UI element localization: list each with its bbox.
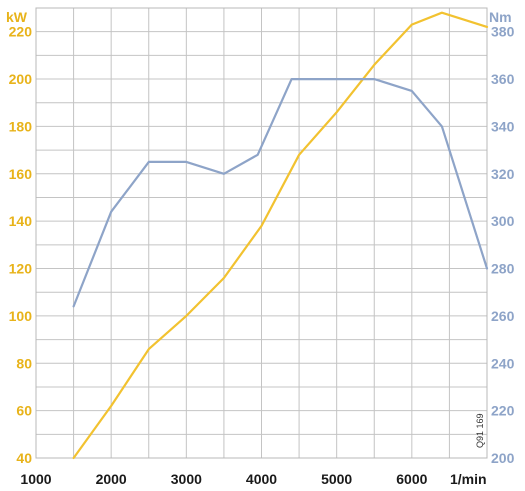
x-axis-label: 1/min [450, 471, 487, 487]
y-left-tick-label: 160 [9, 166, 33, 182]
y-right-tick-label: 280 [491, 261, 515, 277]
figure-code: Q91 169 [475, 413, 485, 448]
x-tick-label: 2000 [96, 471, 127, 487]
y-right-tick-label: 240 [491, 355, 515, 371]
y-axis-right-label: Nm [489, 9, 512, 25]
x-tick-label: 4000 [246, 471, 277, 487]
torque-line [72, 77, 489, 308]
y-left-tick-label: 100 [9, 308, 33, 324]
y-right-tick-label: 320 [491, 166, 515, 182]
y-right-tick-label: 220 [491, 403, 515, 419]
grid [36, 8, 487, 458]
x-tick-label: 5000 [321, 471, 352, 487]
y-axis-right-ticks: 200 220 240 260 280 300 320 340 360 380 [491, 24, 515, 466]
y-right-tick-label: 260 [491, 308, 515, 324]
y-axis-left-ticks: 40 60 80 100 120 140 160 180 200 220 [9, 24, 33, 466]
y-right-tick-label: 360 [491, 71, 515, 87]
y-right-tick-label: 200 [491, 450, 515, 466]
y-left-tick-label: 60 [16, 403, 32, 419]
y-left-tick-label: 80 [16, 355, 32, 371]
y-right-tick-label: 380 [491, 24, 515, 40]
y-left-tick-label: 180 [9, 118, 33, 134]
x-tick-label: 3000 [171, 471, 202, 487]
x-tick-label: 6000 [396, 471, 427, 487]
x-tick-label: 1000 [20, 471, 51, 487]
y-left-tick-label: 140 [9, 213, 33, 229]
y-left-tick-label: 120 [9, 261, 33, 277]
plot-frame [35, 7, 488, 459]
series-layer [72, 11, 489, 460]
power-line [72, 11, 489, 460]
y-left-tick-label: 200 [9, 71, 33, 87]
y-right-tick-label: 300 [491, 213, 515, 229]
x-axis-ticks: 1000 2000 3000 4000 5000 6000 [20, 471, 427, 487]
y-left-tick-label: 220 [9, 24, 33, 40]
y-axis-left-label: kW [6, 9, 28, 25]
y-right-tick-label: 340 [491, 118, 515, 134]
y-left-tick-label: 40 [16, 450, 32, 466]
